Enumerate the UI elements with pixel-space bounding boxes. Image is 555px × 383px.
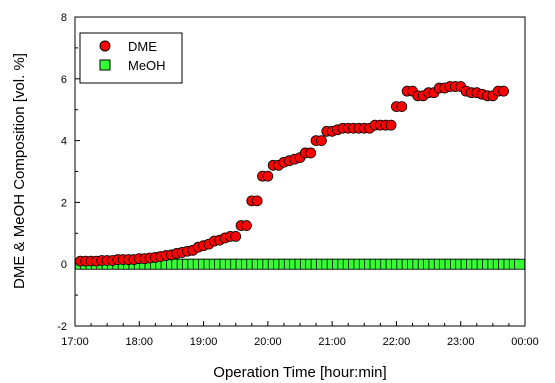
dme-series <box>74 81 509 267</box>
dme-point <box>396 101 408 113</box>
x-tick-label: 18:00 <box>126 336 154 348</box>
dme-point <box>498 85 509 97</box>
dme-point <box>230 230 242 242</box>
dme-point <box>251 195 263 207</box>
legend-dme-label: DME <box>128 39 157 54</box>
y-tick-label: 4 <box>61 136 67 148</box>
x-tick-label: 22:00 <box>383 336 411 348</box>
meoh-point <box>514 258 526 270</box>
y-tick-label: 6 <box>61 74 67 86</box>
axis-ticks: 17:00 18:00 19:00 20:00 21:00 22:00 23:00 00:00… <box>57 12 539 348</box>
x-tick-label: 23:00 <box>447 336 475 348</box>
dme-point <box>262 170 274 182</box>
legend: DME MeOH <box>79 32 183 84</box>
dme-point <box>316 135 327 147</box>
x-tick-label: 20:00 <box>254 336 282 348</box>
x-axis-title: Operation Time [hour:min] <box>213 364 386 381</box>
legend-box <box>79 32 183 84</box>
y-tick-label: -2 <box>57 321 67 333</box>
dme-point <box>241 220 252 231</box>
dme-point <box>305 147 317 159</box>
x-tick-label: 19:00 <box>190 336 218 348</box>
dme-point <box>385 119 397 131</box>
y-tick-label: 2 <box>61 197 67 209</box>
legend-meoh-marker <box>99 59 111 71</box>
x-tick-label: 00:00 <box>511 336 539 348</box>
y-tick-label: 8 <box>61 12 67 24</box>
x-tick-label: 17:00 <box>61 336 89 348</box>
legend-meoh-label: MeOH <box>128 58 166 73</box>
legend-dme-marker <box>99 40 111 52</box>
x-tick-label: 21:00 <box>318 336 346 348</box>
y-tick-label: 0 <box>61 259 67 271</box>
y-axis-title: DME & MeOH Composition [vol. %] <box>11 53 28 289</box>
